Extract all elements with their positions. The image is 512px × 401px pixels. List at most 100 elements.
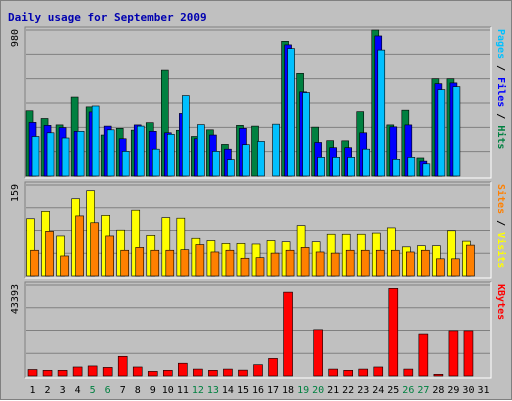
bar-pages-day-14: [227, 159, 235, 177]
x-axis-day-label-16: 16: [252, 385, 264, 396]
bar-pages-day-9: [151, 148, 160, 177]
legend-item-hits: Hits: [495, 125, 507, 149]
bar-pages-day-7: [121, 151, 130, 177]
bar-kbytes-day-24: [373, 366, 384, 377]
x-axis-day-label-4: 4: [75, 385, 81, 396]
x-axis-day-label-10: 10: [162, 385, 174, 396]
bar-pages-day-26: [407, 157, 416, 177]
legend-visits_sites: Sites / Visits: [495, 184, 507, 268]
bar-pages-day-8: [136, 125, 145, 177]
bar-kbytes-day-28: [433, 374, 444, 377]
bar-sites-day-18: [285, 249, 295, 277]
panel-visits_sites: 159 Sites / Visits: [10, 181, 507, 279]
x-axis-day-label-6: 6: [105, 385, 111, 396]
legend-item-kbytes: KBytes: [495, 284, 506, 320]
x-axis-day-label-2: 2: [45, 385, 51, 396]
bar-kbytes-day-25: [388, 288, 399, 377]
bar-kbytes-day-12: [193, 368, 203, 377]
y-axis-max-label: 980: [10, 29, 21, 47]
x-axis-day-label-11: 11: [177, 385, 189, 396]
x-axis-day-label-5: 5: [90, 385, 96, 396]
bar-sites-day-13: [210, 251, 220, 277]
bar-pages-day-11: [182, 95, 190, 177]
bar-kbytes-day-16: [253, 364, 263, 377]
x-axis-day-label-28: 28: [432, 385, 444, 396]
x-axis-day-label-27: 27: [417, 385, 429, 396]
bar-kbytes-day-10: [163, 370, 173, 377]
bar-pages-day-23: [362, 148, 371, 177]
bar-sites-day-11: [180, 249, 190, 277]
bar-sites-day-25: [390, 249, 400, 277]
bar-sites-day-9: [150, 249, 160, 277]
x-axis-day-label-26: 26: [402, 385, 414, 396]
bar-pages-day-20: [317, 157, 325, 177]
bar-sites-day-12: [195, 244, 205, 277]
bar-kbytes-day-5: [87, 365, 98, 377]
bar-kbytes-day-8: [132, 366, 143, 377]
bar-kbytes-day-27: [418, 333, 429, 377]
bar-kbytes-day-22: [343, 370, 353, 377]
bar-sites-day-10: [165, 249, 175, 277]
legend-item-files: Files: [495, 77, 507, 107]
bar-kbytes-day-6: [102, 367, 113, 377]
bar-pages-day-3: [61, 137, 70, 177]
panel-kbytes: 43393 KBytes: [10, 281, 506, 379]
x-axis-day-label-14: 14: [222, 385, 234, 396]
chart-panels: 980 Pages / Files / Hits 159 Sites / Visits…: [10, 26, 507, 379]
x-axis-day-label-17: 17: [267, 385, 279, 396]
bar-pages-day-10: [167, 133, 175, 177]
bar-sites-day-3: [60, 255, 69, 277]
bar-kbytes-day-23: [358, 368, 369, 377]
bar-sites-day-21: [330, 252, 340, 277]
bar-sites-day-17: [270, 252, 280, 277]
bar-pages-day-18: [287, 48, 295, 177]
legend-item-pages: Pages: [495, 29, 506, 59]
bar-kbytes-day-11: [178, 362, 188, 377]
bar-pages-day-21: [332, 157, 340, 177]
x-axis-day-label-24: 24: [372, 385, 384, 396]
x-axis-day-label-21: 21: [327, 385, 339, 396]
legend-hits_files_pages: Pages / Files / Hits: [495, 29, 507, 149]
bar-kbytes-day-9: [147, 371, 158, 377]
bar-pages-day-17: [272, 123, 280, 177]
bar-kbytes-day-7: [117, 355, 128, 377]
bar-kbytes-day-3: [57, 370, 68, 377]
bar-kbytes-day-14: [223, 368, 233, 377]
bar-pages-day-25: [392, 159, 401, 177]
x-axis-day-label-25: 25: [387, 385, 399, 396]
bar-sites-day-28: [436, 258, 445, 277]
bar-kbytes-day-17: [268, 358, 278, 377]
legend-item-visits: Visits: [495, 232, 507, 268]
bar-pages-day-19: [302, 92, 310, 177]
bar-pages-day-27: [422, 163, 431, 177]
bar-pages-day-28: [437, 89, 446, 177]
bar-sites-day-2: [45, 231, 54, 277]
bar-sites-day-24: [375, 249, 385, 277]
bar-pages-day-22: [347, 157, 355, 177]
bar-kbytes-day-30: [463, 330, 474, 377]
x-axis-day-label-15: 15: [237, 385, 249, 396]
bar-kbytes-day-13: [208, 370, 218, 377]
bar-kbytes-day-18: [283, 291, 293, 377]
bar-kbytes-day-26: [403, 368, 414, 377]
x-axis-day-labels: 1 2 3 4 5 6 7 8 9 10 11 12 13 14 15 16 17 18 19 20 21 22 23 24 2…: [30, 385, 490, 396]
chart-title: Daily usage for September 2009: [8, 11, 207, 24]
bar-sites-day-4: [75, 215, 84, 277]
bar-kbytes-day-21: [328, 368, 338, 377]
bar-sites-day-16: [255, 257, 265, 277]
y-axis-max-label: 159: [10, 184, 21, 202]
bar-kbytes-day-4: [72, 366, 83, 377]
legend-item-sites: Sites: [495, 184, 507, 214]
x-axis-day-label-23: 23: [357, 385, 369, 396]
x-axis-day-label-31: 31: [477, 385, 489, 396]
bar-pages-day-12: [197, 124, 205, 177]
bar-sites-day-26: [406, 251, 415, 277]
bar-pages-day-29: [452, 86, 461, 177]
bar-sites-day-7: [120, 249, 130, 277]
x-axis-day-label-8: 8: [135, 385, 141, 396]
bar-pages-day-13: [212, 151, 220, 177]
x-axis-day-label-7: 7: [120, 385, 126, 396]
x-axis-day-label-19: 19: [297, 385, 309, 396]
bar-kbytes-day-15: [238, 369, 248, 377]
